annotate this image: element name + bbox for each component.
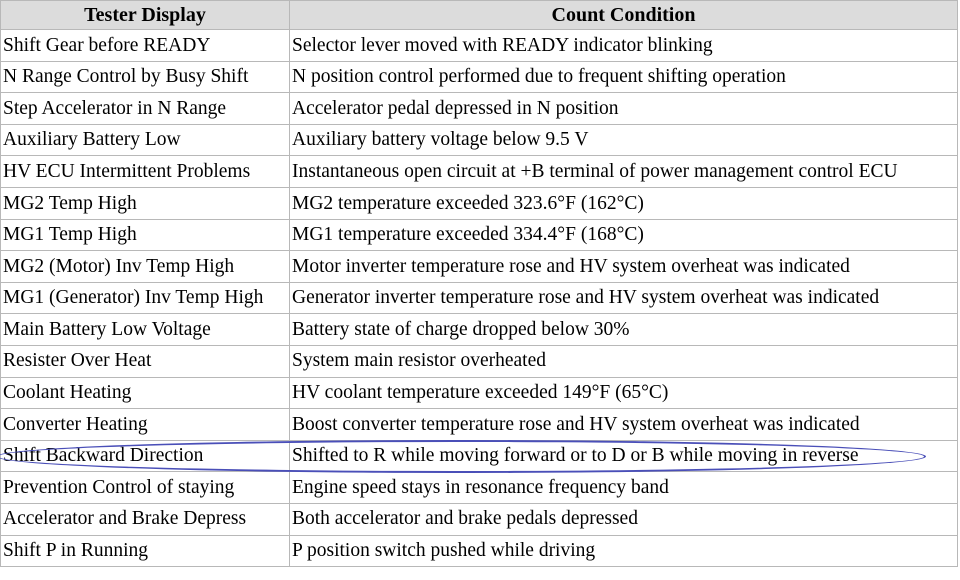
tester-display-cell: MG2 Temp High bbox=[0, 187, 290, 220]
table-body: Shift Gear before READY Selector lever mo… bbox=[0, 30, 958, 568]
table-row: Shift Backward Direction Shifted to R whi… bbox=[0, 440, 958, 473]
table-row: MG1 Temp High MG1 temperature exceeded 33… bbox=[0, 219, 958, 252]
table-row: MG2 Temp High MG2 temperature exceeded 32… bbox=[0, 187, 958, 220]
table-header: Tester Display Count Condition bbox=[0, 0, 958, 30]
table-row: HV ECU Intermittent Problems Instantaneou… bbox=[0, 156, 958, 188]
count-condition-cell: N position control performed due to freq… bbox=[290, 61, 958, 94]
count-condition-cell: Boost converter temperature rose and HV … bbox=[290, 409, 958, 441]
tester-display-cell: Accelerator and Brake Depress bbox=[0, 503, 290, 536]
count-condition-cell: MG2 temperature exceeded 323.6°F (162°C) bbox=[290, 187, 958, 220]
tester-display-cell: Coolant Heating bbox=[0, 377, 290, 410]
table-row: MG2 (Motor) Inv Temp High Motor inverter … bbox=[0, 251, 958, 283]
table-row: Converter Heating Boost converter tempera… bbox=[0, 409, 958, 441]
tester-display-cell: Converter Heating bbox=[0, 409, 290, 441]
count-condition-cell: System main resistor overheated bbox=[290, 345, 958, 378]
tester-display-cell: MG1 Temp High bbox=[0, 219, 290, 252]
tester-display-cell: Auxiliary Battery Low bbox=[0, 124, 290, 157]
tester-display-cell: Shift P in Running bbox=[0, 535, 290, 568]
header-tester-display: Tester Display bbox=[0, 0, 290, 30]
count-condition-cell: Shifted to R while moving forward or to … bbox=[290, 440, 958, 473]
tester-count-table: Tester Display Count Condition Shift Gea… bbox=[0, 0, 958, 568]
count-condition-cell: Motor inverter temperature rose and HV s… bbox=[290, 251, 958, 283]
tester-display-cell: Prevention Control of staying bbox=[0, 472, 290, 504]
count-condition-cell: HV coolant temperature exceeded 149°F (6… bbox=[290, 377, 958, 410]
header-count-condition: Count Condition bbox=[290, 0, 958, 30]
table-row: Coolant Heating HV coolant temperature ex… bbox=[0, 377, 958, 410]
count-condition-cell: Auxiliary battery voltage below 9.5 V bbox=[290, 124, 958, 157]
table-row: Accelerator and Brake Depress Both accele… bbox=[0, 503, 958, 536]
table-row: Step Accelerator in N Range Accelerator p… bbox=[0, 93, 958, 125]
tester-display-cell: Shift Backward Direction bbox=[0, 440, 290, 473]
count-condition-cell: Instantaneous open circuit at +B termina… bbox=[290, 156, 958, 188]
tester-display-cell: Main Battery Low Voltage bbox=[0, 314, 290, 346]
count-condition-cell: Selector lever moved with READY indicato… bbox=[290, 30, 958, 62]
table-row: MG1 (Generator) Inv Temp High Generator i… bbox=[0, 282, 958, 315]
tester-display-cell: Shift Gear before READY bbox=[0, 30, 290, 62]
table-row: Resister Over Heat System main resistor o… bbox=[0, 345, 958, 378]
header-row: Tester Display Count Condition bbox=[0, 0, 958, 30]
count-condition-cell: MG1 temperature exceeded 334.4°F (168°C) bbox=[290, 219, 958, 252]
count-condition-cell: P position switch pushed while driving bbox=[290, 535, 958, 568]
tester-display-cell: N Range Control by Busy Shift bbox=[0, 61, 290, 94]
count-condition-cell: Battery state of charge dropped below 30… bbox=[290, 314, 958, 346]
tester-display-cell: MG2 (Motor) Inv Temp High bbox=[0, 251, 290, 283]
table-row: Shift Gear before READY Selector lever mo… bbox=[0, 30, 958, 62]
table-row: Shift P in Running P position switch push… bbox=[0, 535, 958, 568]
count-condition-cell: Engine speed stays in resonance frequenc… bbox=[290, 472, 958, 504]
count-condition-cell: Generator inverter temperature rose and … bbox=[290, 282, 958, 315]
tester-display-cell: HV ECU Intermittent Problems bbox=[0, 156, 290, 188]
table-row: Main Battery Low Voltage Battery state of… bbox=[0, 314, 958, 346]
table-row: N Range Control by Busy Shift N position … bbox=[0, 61, 958, 94]
tester-display-cell: MG1 (Generator) Inv Temp High bbox=[0, 282, 290, 315]
tester-display-cell: Step Accelerator in N Range bbox=[0, 93, 290, 125]
count-condition-cell: Both accelerator and brake pedals depres… bbox=[290, 503, 958, 536]
table-row: Auxiliary Battery Low Auxiliary battery v… bbox=[0, 124, 958, 157]
count-condition-cell: Accelerator pedal depressed in N positio… bbox=[290, 93, 958, 125]
table-row: Prevention Control of staying Engine spee… bbox=[0, 472, 958, 504]
tester-display-cell: Resister Over Heat bbox=[0, 345, 290, 378]
